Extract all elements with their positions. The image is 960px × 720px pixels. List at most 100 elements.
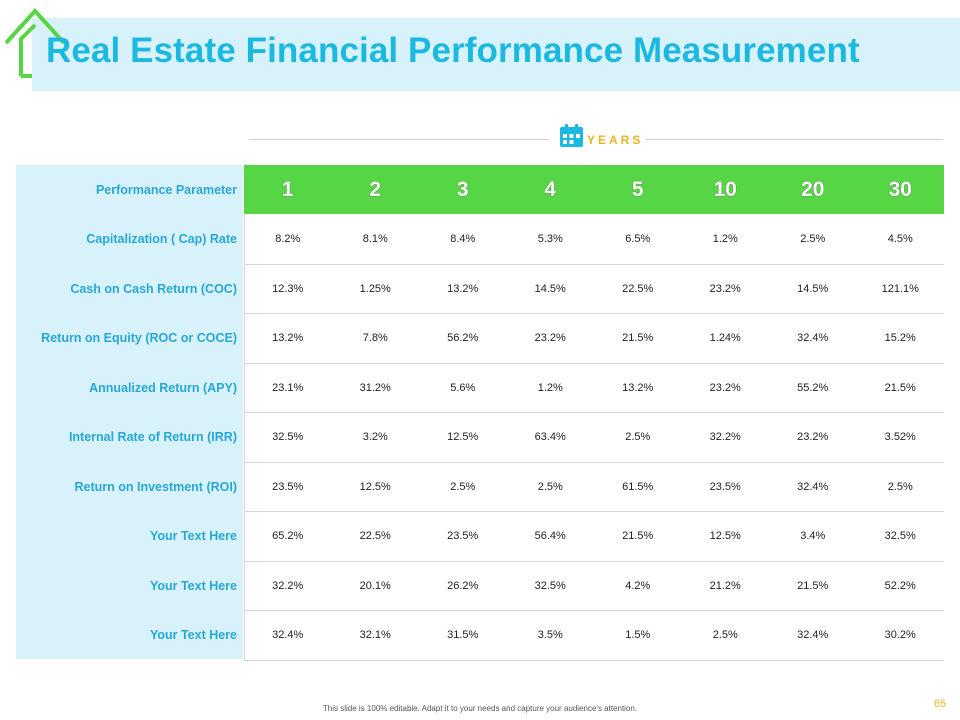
table-cell: 32.5% [272, 431, 304, 443]
row-divider [244, 561, 944, 562]
table-cell: 13.2% [272, 332, 304, 344]
table-cell: 14.5% [534, 282, 566, 295]
table-cell: 121.1% [881, 282, 919, 295]
table-cell: 6.5% [625, 233, 651, 245]
year-header: 4 [544, 177, 557, 201]
row-divider [244, 610, 944, 611]
row-divider [244, 412, 944, 413]
year-header: 20 [801, 177, 825, 201]
row-label: Your Text Here [149, 529, 237, 543]
page-number: 65 [933, 698, 947, 710]
table-cell: 61.5% [622, 480, 654, 493]
table-cell: 31.5% [447, 629, 479, 641]
table-cell: 2.5% [537, 480, 563, 493]
row-divider [244, 462, 944, 463]
table-cell: 23.2% [709, 381, 741, 394]
row-divider [244, 511, 944, 512]
table-cell: 14.5% [797, 282, 829, 295]
row-label: Your Text Here [149, 578, 237, 593]
table-cell: 32.4% [797, 332, 829, 344]
table-cell: 1.2% [712, 233, 738, 245]
year-header: 30 [888, 177, 912, 201]
table-cell: 65.2% [272, 530, 304, 542]
table-cell: 23.2% [709, 282, 741, 295]
table-cell: 23.5% [272, 480, 304, 493]
table-cell: 2.5% [712, 629, 738, 641]
table-cell: 21.2% [709, 579, 741, 592]
table-cell: 20.1% [359, 579, 391, 592]
row-divider [244, 363, 944, 364]
table-cell: 32.2% [709, 431, 741, 443]
table-cell: 3.5% [537, 629, 563, 641]
table-cell: 12.3% [272, 282, 304, 295]
table-cell: 2.5% [450, 480, 476, 493]
table-cell: 55.2% [797, 381, 829, 394]
table-cell: 12.5% [709, 530, 741, 542]
table-cell: 21.5% [622, 332, 654, 344]
table-cell: 3.52% [884, 431, 916, 443]
table-cell: 2.5% [800, 233, 826, 245]
table-cell: 1.25% [359, 282, 391, 295]
table-cell: 3.4% [800, 530, 826, 542]
years-divider-right [646, 139, 943, 140]
table-cell: 8.4% [450, 233, 476, 245]
table-cell: 22.5% [359, 530, 391, 542]
table-cell: 15.2% [884, 332, 916, 344]
row-label: Capitalization ( Cap) Rate [86, 232, 237, 246]
table-cell: 21.5% [797, 579, 829, 592]
table-cell: 32.5% [534, 579, 566, 592]
title-bar [32, 18, 960, 91]
table-cell: 12.5% [359, 480, 391, 493]
row-label: Return on Investment (ROI) [74, 479, 237, 494]
table-cell: 32.1% [359, 629, 391, 641]
table-cell: 23.2% [797, 431, 829, 443]
header-label: Performance Parameter [95, 182, 237, 197]
page-title: Real Estate Financial Performance Measur… [46, 31, 860, 70]
years-divider-left [249, 139, 549, 140]
table-cell: 30.2% [884, 629, 916, 641]
table-cell: 56.4% [534, 530, 566, 542]
table-cell: 56.2% [447, 332, 479, 344]
year-header: 10 [713, 177, 737, 201]
year-header: 1 [281, 177, 294, 201]
table-cell: 12.5% [447, 431, 479, 443]
table-cell: 13.2% [622, 381, 654, 394]
table-cell: 52.2% [884, 579, 916, 592]
table-cell: 1.24% [709, 332, 741, 344]
row-label: Return on Equity (ROC or COCE) [41, 331, 237, 345]
row-label: Your Text Here [149, 628, 237, 642]
table-cell: 21.5% [884, 381, 916, 394]
table-cell: 13.2% [447, 282, 479, 295]
table-cell: 3.2% [362, 431, 388, 443]
row-label: Cash on Cash Return (COC) [70, 281, 237, 296]
table-cell: 26.2% [447, 579, 479, 592]
table-cell: 8.1% [362, 233, 388, 245]
table-cell: 2.5% [887, 480, 913, 493]
table-cell: 22.5% [622, 282, 654, 295]
footer-note: This slide is 100% editable. Adapt it to… [322, 704, 638, 713]
table-cell: 1.5% [625, 629, 651, 641]
table-cell: 32.4% [797, 629, 829, 641]
table-cell: 7.8% [362, 332, 388, 344]
year-header: 3 [456, 177, 469, 201]
year-header-row [244, 165, 944, 214]
row-divider [244, 264, 944, 265]
table-left-border [244, 214, 245, 660]
table-cell: 32.4% [272, 629, 304, 641]
table-cell: 21.5% [622, 530, 654, 542]
year-header: 2 [369, 177, 382, 201]
table-cell: 32.5% [884, 530, 916, 542]
table-cell: 5.6% [450, 381, 476, 394]
table-cell: 32.4% [797, 480, 829, 493]
table-cell: 4.5% [887, 233, 913, 245]
table-cell: 63.4% [534, 431, 566, 443]
table-cell: 23.1% [272, 381, 304, 394]
years-label: YEARS [587, 133, 644, 147]
table-cell: 5.3% [537, 233, 563, 245]
table-cell: 23.2% [534, 332, 566, 344]
parameter-column [16, 165, 243, 659]
row-label: Internal Rate of Return (IRR) [68, 430, 237, 444]
calendar-icon [560, 124, 583, 147]
row-divider [244, 660, 944, 661]
row-label: Annualized Return (APY) [89, 380, 237, 395]
